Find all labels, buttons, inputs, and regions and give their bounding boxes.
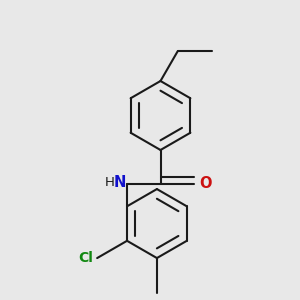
Text: Cl: Cl xyxy=(78,251,93,265)
Text: N: N xyxy=(113,175,125,190)
Text: H: H xyxy=(105,176,114,189)
Text: O: O xyxy=(200,176,212,191)
